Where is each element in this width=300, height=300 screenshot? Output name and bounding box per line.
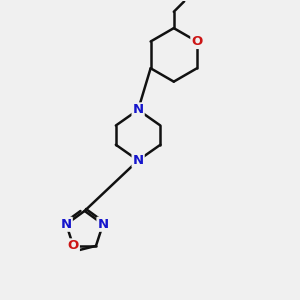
Text: N: N [133,103,144,116]
Text: N: N [133,154,144,167]
Text: N: N [61,218,72,231]
Text: O: O [191,35,203,48]
Text: O: O [68,239,79,252]
Text: N: N [98,218,109,231]
